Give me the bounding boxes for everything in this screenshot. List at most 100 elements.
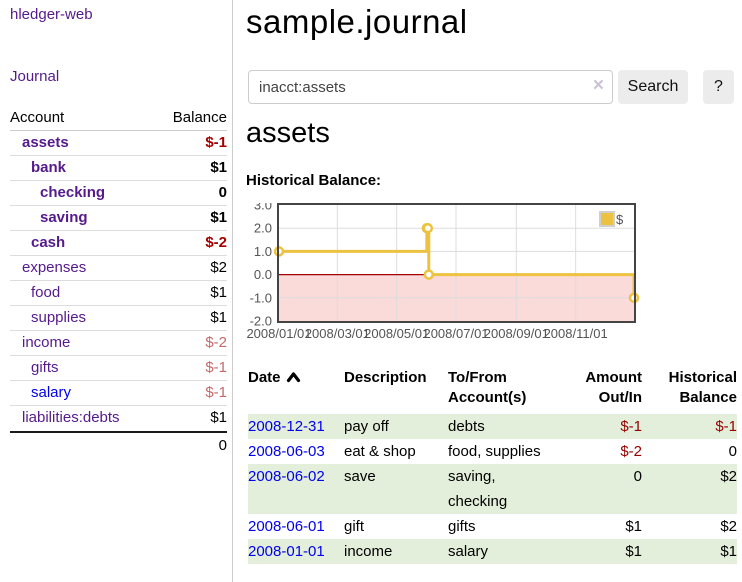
column-header-balance: Historical Balance <box>668 369 737 406</box>
account-row: assets $-1 <box>10 131 227 156</box>
search-input[interactable] <box>248 70 613 104</box>
account-balance: $-1 <box>205 134 227 151</box>
transaction-date-link[interactable]: 2008-01-01 <box>248 543 325 560</box>
balance-cell: $2 <box>720 518 737 535</box>
account-link[interactable]: assets <box>22 134 69 151</box>
account-heading: assets <box>246 117 330 149</box>
historical-balance-chart: 3.0 2.0 1.0 0.0 -1.0 -2.02008/01/012008/03/01… <box>246 198 640 341</box>
column-header-date[interactable]: Date <box>248 360 344 414</box>
search-row: × Search ? <box>248 70 734 104</box>
account-link[interactable]: salary <box>31 384 72 401</box>
svg-text:$: $ <box>616 212 624 227</box>
account-link[interactable]: expenses <box>22 259 87 276</box>
account-balance: $-2 <box>205 334 227 351</box>
search-box: × <box>248 70 613 104</box>
description-cell: eat & shop <box>344 443 416 460</box>
account-link[interactable]: income <box>22 334 71 351</box>
account-row: liabilities:debts $1 <box>10 406 227 431</box>
accounts-cell: food, supplies <box>448 443 541 460</box>
date-cell: 2008-06-02 <box>248 464 344 514</box>
date-cell: 2008-01-01 <box>248 539 344 564</box>
account-row: checking 0 <box>10 181 227 206</box>
svg-text:2008/11/01: 2008/11/01 <box>544 326 608 341</box>
account-row: salary $-1 <box>10 381 227 406</box>
main-content: sample.journal × Search ? assets Histori… <box>246 0 742 582</box>
account-balance: $1 <box>210 409 227 426</box>
transaction-date-link[interactable]: 2008-12-31 <box>248 418 325 435</box>
balance-cell: $-1 <box>715 418 737 435</box>
balance-cell: $2 <box>720 468 737 485</box>
description-cell: pay off <box>344 418 389 435</box>
register-header-row: Date Description To/From Account(s) Amou… <box>248 360 737 414</box>
svg-text:1.0: 1.0 <box>254 244 272 259</box>
account-balance: $-2 <box>205 234 227 251</box>
register-row: 2008-06-01 gift gifts $1 $2 <box>248 514 737 539</box>
clear-search-icon[interactable]: × <box>592 75 604 96</box>
account-balance: $1 <box>210 309 227 326</box>
amount-cell: $1 <box>625 543 642 560</box>
balance-cell: 0 <box>728 443 737 460</box>
account-row: gifts $-1 <box>10 356 227 381</box>
svg-text:2.0: 2.0 <box>254 221 272 236</box>
svg-text:2008/01/01: 2008/01/01 <box>246 326 311 341</box>
svg-text:0.0: 0.0 <box>254 267 272 282</box>
sort-ascending-icon <box>286 369 301 389</box>
account-link[interactable]: saving <box>40 209 88 226</box>
accounts-cell: debts <box>448 418 485 435</box>
register-row: 2008-01-01 income salary $1 $1 <box>248 539 737 564</box>
account-link[interactable]: gifts <box>31 359 59 376</box>
account-link[interactable]: liabilities:debts <box>22 409 120 426</box>
help-button[interactable]: ? <box>703 70 734 104</box>
account-balance: $-1 <box>205 384 227 401</box>
transaction-date-link[interactable]: 2008-06-02 <box>248 468 325 485</box>
account-row: expenses $2 <box>10 256 227 281</box>
account-balance: $1 <box>210 284 227 301</box>
balance-column-header: Balance <box>172 109 227 126</box>
search-button[interactable]: Search <box>618 70 688 104</box>
sidebar-item-journal[interactable]: Journal <box>10 68 60 85</box>
amount-cell: $-2 <box>620 443 642 460</box>
app-brand-link[interactable]: hledger-web <box>10 6 93 23</box>
svg-text:2008/03/01: 2008/03/01 <box>305 326 370 341</box>
column-header-description: Description <box>344 369 427 386</box>
description-cell: gift <box>344 518 365 535</box>
svg-text:3.0: 3.0 <box>254 203 272 213</box>
accounts-cell: gifts <box>448 518 476 535</box>
amount-cell: 0 <box>633 468 642 485</box>
account-balance: $1 <box>210 209 227 226</box>
svg-text:2008/07/01: 2008/07/01 <box>423 326 488 341</box>
account-link[interactable]: checking <box>40 184 106 201</box>
register-row: 2008-06-03 eat & shop food, supplies $-2 0 <box>248 439 737 464</box>
account-row: food $1 <box>10 281 227 306</box>
accounts-cell: salary <box>448 543 489 560</box>
account-balance: $2 <box>210 259 227 276</box>
register-row: 2008-12-31 pay off debts $-1 $-1 <box>248 414 737 439</box>
register-row: 2008-06-02 save saving, checking 0 $2 <box>248 464 737 514</box>
accounts-table-header: Account Balance <box>10 106 227 131</box>
date-cell: 2008-06-01 <box>248 514 344 539</box>
date-cell: 2008-12-31 <box>248 414 344 439</box>
account-row: bank $1 <box>10 156 227 181</box>
description-cell: income <box>344 543 393 560</box>
svg-text:2008/09/01: 2008/09/01 <box>484 326 549 341</box>
account-link[interactable]: bank <box>31 159 67 176</box>
register-rows: 2008-12-31 pay off debts $-1 $-1 2008-06-03 ea… <box>248 414 737 564</box>
accounts-table: Account Balance assets $-1 bank $1 checking 0… <box>10 106 227 456</box>
account-link[interactable]: cash <box>31 234 66 251</box>
chart-container: 3.0 2.0 1.0 0.0 -1.0 -2.0 2008/01/01 2008/03/01… <box>244 198 646 351</box>
account-balance: 0 <box>218 184 227 201</box>
accounts-total-value: 0 <box>218 437 227 454</box>
chart-title: Historical Balance: <box>246 172 382 189</box>
account-link[interactable]: supplies <box>31 309 87 326</box>
accounts-cell: saving, checking <box>448 468 508 510</box>
amount-cell: $-1 <box>620 418 642 435</box>
balance-cell: $1 <box>720 543 737 560</box>
account-row: income $-2 <box>10 331 227 356</box>
transaction-date-link[interactable]: 2008-06-03 <box>248 443 325 460</box>
sidebar: hledger-web Journal Account Balance asse… <box>0 0 233 582</box>
account-link[interactable]: food <box>31 284 61 301</box>
date-cell: 2008-06-03 <box>248 439 344 464</box>
register-table: Date Description To/From Account(s) Amou… <box>248 360 737 564</box>
transaction-date-link[interactable]: 2008-06-01 <box>248 518 325 535</box>
svg-text:2008/05/01: 2008/05/01 <box>364 326 429 341</box>
